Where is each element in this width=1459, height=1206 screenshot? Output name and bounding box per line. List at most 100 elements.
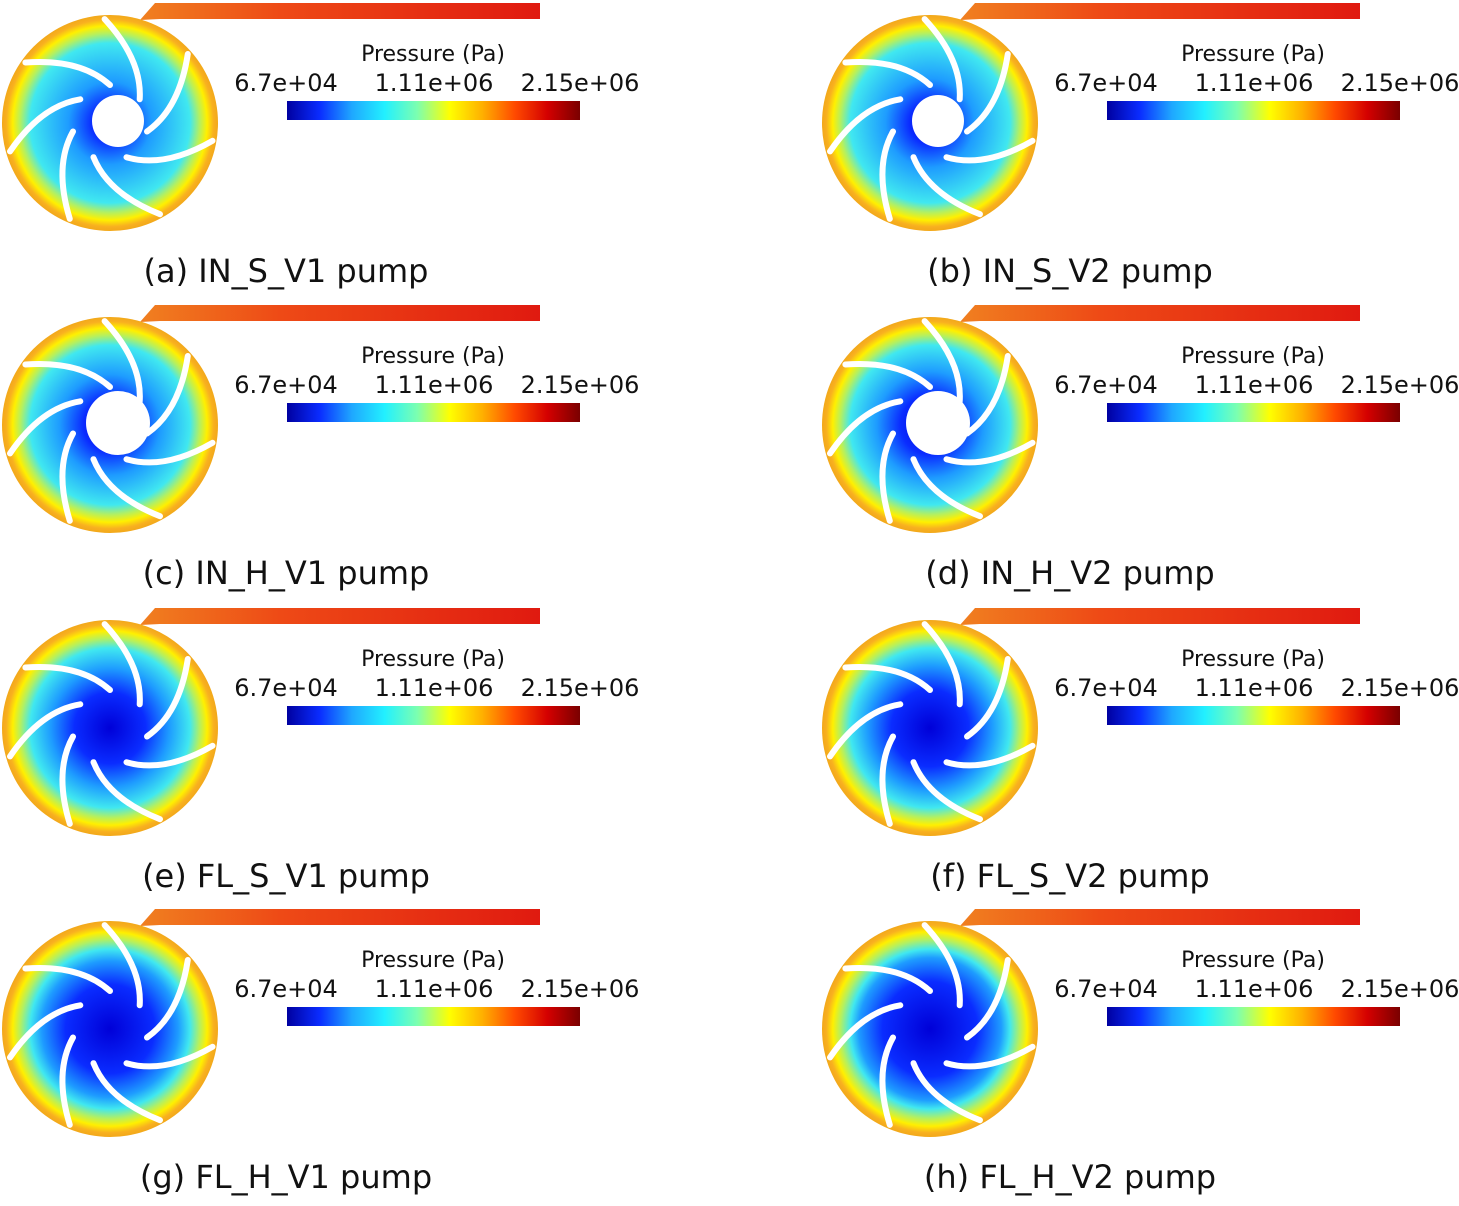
pump-panel: Pressure (Pa) 6.7e+04 1.11e+06 2.15e+06 (c) … (0, 302, 730, 602)
volute-outlet (140, 608, 540, 625)
impeller-blade (910, 456, 983, 520)
pump-panel: Pressure (Pa) 6.7e+04 1.11e+06 2.15e+06 (h) … (820, 906, 1459, 1206)
impeller-eye (86, 391, 150, 455)
impeller-blade (22, 964, 113, 994)
panel-caption: (e) FL_S_V1 pump (142, 857, 430, 895)
impeller-eye (92, 95, 144, 147)
impeller-pressure-field (2, 921, 218, 1137)
colorbar-tick-label: 2.15e+06 (520, 975, 640, 1003)
colorbar (287, 403, 580, 422)
impeller-blade (101, 16, 143, 103)
impeller-blade (144, 656, 191, 740)
impeller-blade (943, 742, 1036, 769)
colorbar-tick-label: 1.11e+06 (374, 371, 494, 399)
pump-contour (822, 608, 1360, 836)
pump-panel: Pressure (Pa) 6.7e+04 1.11e+06 2.15e+06 (e) … (0, 605, 730, 905)
panel-caption: (c) IN_H_V1 pump (142, 554, 430, 592)
colorbar-tick-label: 2.15e+06 (1340, 975, 1459, 1003)
colorbar-title: Pressure (Pa) (361, 42, 505, 67)
impeller-blade (827, 398, 904, 457)
colorbar (1107, 706, 1400, 725)
impeller-blade (910, 1060, 983, 1124)
impeller-eye (906, 391, 970, 455)
impeller-blade (921, 922, 963, 1009)
impeller-blade (943, 137, 1036, 164)
colorbar-tick-label: 1.11e+06 (1194, 975, 1314, 1003)
impeller-blade (879, 1034, 896, 1128)
impeller-blade (921, 16, 963, 103)
impeller-blade (144, 51, 191, 135)
panel-caption: (h) FL_H_V2 pump (923, 1158, 1217, 1196)
colorbar-tick-label: 1.11e+06 (1194, 674, 1314, 702)
impeller-pressure-field (822, 620, 1038, 836)
panel-caption: (g) FL_H_V1 pump (139, 1158, 433, 1196)
impeller-blade (842, 58, 933, 88)
colorbar-title: Pressure (Pa) (361, 948, 505, 973)
impeller-blade (827, 96, 904, 155)
impeller-blade (879, 430, 896, 524)
impeller-blade (90, 1060, 163, 1124)
impeller-blade (59, 1034, 76, 1128)
impeller-pressure-field (2, 620, 218, 836)
impeller-blade (144, 957, 191, 1041)
colorbar (287, 706, 580, 725)
impeller-blade (59, 430, 76, 524)
colorbar-tick-label: 6.7e+04 (234, 674, 338, 702)
colorbar-tick-label: 2.15e+06 (520, 371, 640, 399)
pump-contour (2, 3, 540, 231)
colorbar-tick-label: 2.15e+06 (1340, 371, 1459, 399)
impeller-eye (912, 95, 964, 147)
impeller-blade (144, 353, 191, 437)
impeller-blade (827, 1002, 904, 1061)
impeller-blade (123, 742, 216, 769)
impeller-pressure-field (822, 921, 1038, 1137)
panel-caption: (a) IN_S_V1 pump (143, 252, 429, 290)
colorbar-title: Pressure (Pa) (361, 647, 505, 672)
impeller-blade (7, 1002, 84, 1061)
impeller-blade (921, 318, 963, 405)
colorbar-title: Pressure (Pa) (361, 344, 505, 369)
impeller-blade (7, 701, 84, 760)
pump-contour (822, 909, 1360, 1137)
impeller-blade (22, 58, 113, 88)
colorbar (1107, 403, 1400, 422)
pump-contour (2, 305, 540, 533)
colorbar-tick-label: 6.7e+04 (234, 975, 338, 1003)
colorbar (287, 101, 580, 120)
impeller-blade (123, 439, 216, 466)
volute-outlet (140, 909, 540, 926)
colorbar-tick-label: 2.15e+06 (1340, 69, 1459, 97)
volute-outlet (960, 608, 1360, 625)
impeller-blade (22, 663, 113, 693)
colorbar-tick-label: 1.11e+06 (1194, 69, 1314, 97)
volute-outlet (140, 305, 540, 322)
impeller-blade (59, 733, 76, 827)
impeller-blade (101, 318, 143, 405)
impeller-blade (964, 957, 1011, 1041)
impeller-blade (879, 128, 896, 222)
impeller-blade (842, 663, 933, 693)
colorbar (287, 1007, 580, 1026)
colorbar-tick-label: 1.11e+06 (1194, 371, 1314, 399)
impeller-blade (964, 353, 1011, 437)
impeller-blade (842, 964, 933, 994)
colorbar (1107, 101, 1400, 120)
impeller-blade (964, 656, 1011, 740)
impeller-blade (59, 128, 76, 222)
impeller-blade (90, 456, 163, 520)
colorbar-tick-label: 2.15e+06 (520, 69, 640, 97)
colorbar-title: Pressure (Pa) (1181, 948, 1325, 973)
pump-contour (822, 3, 1360, 231)
impeller-blade (22, 360, 113, 390)
colorbar-tick-label: 2.15e+06 (1340, 674, 1459, 702)
colorbar-tick-label: 6.7e+04 (234, 69, 338, 97)
colorbar-tick-label: 6.7e+04 (1054, 674, 1158, 702)
impeller-blade (827, 701, 904, 760)
panel-caption: (f) FL_S_V2 pump (930, 857, 1210, 895)
impeller-blade (123, 137, 216, 164)
impeller-blade (910, 154, 983, 218)
impeller-blade (101, 922, 143, 1009)
panel-caption: (b) IN_S_V2 pump (927, 252, 1213, 290)
pump-contour (2, 909, 540, 1137)
